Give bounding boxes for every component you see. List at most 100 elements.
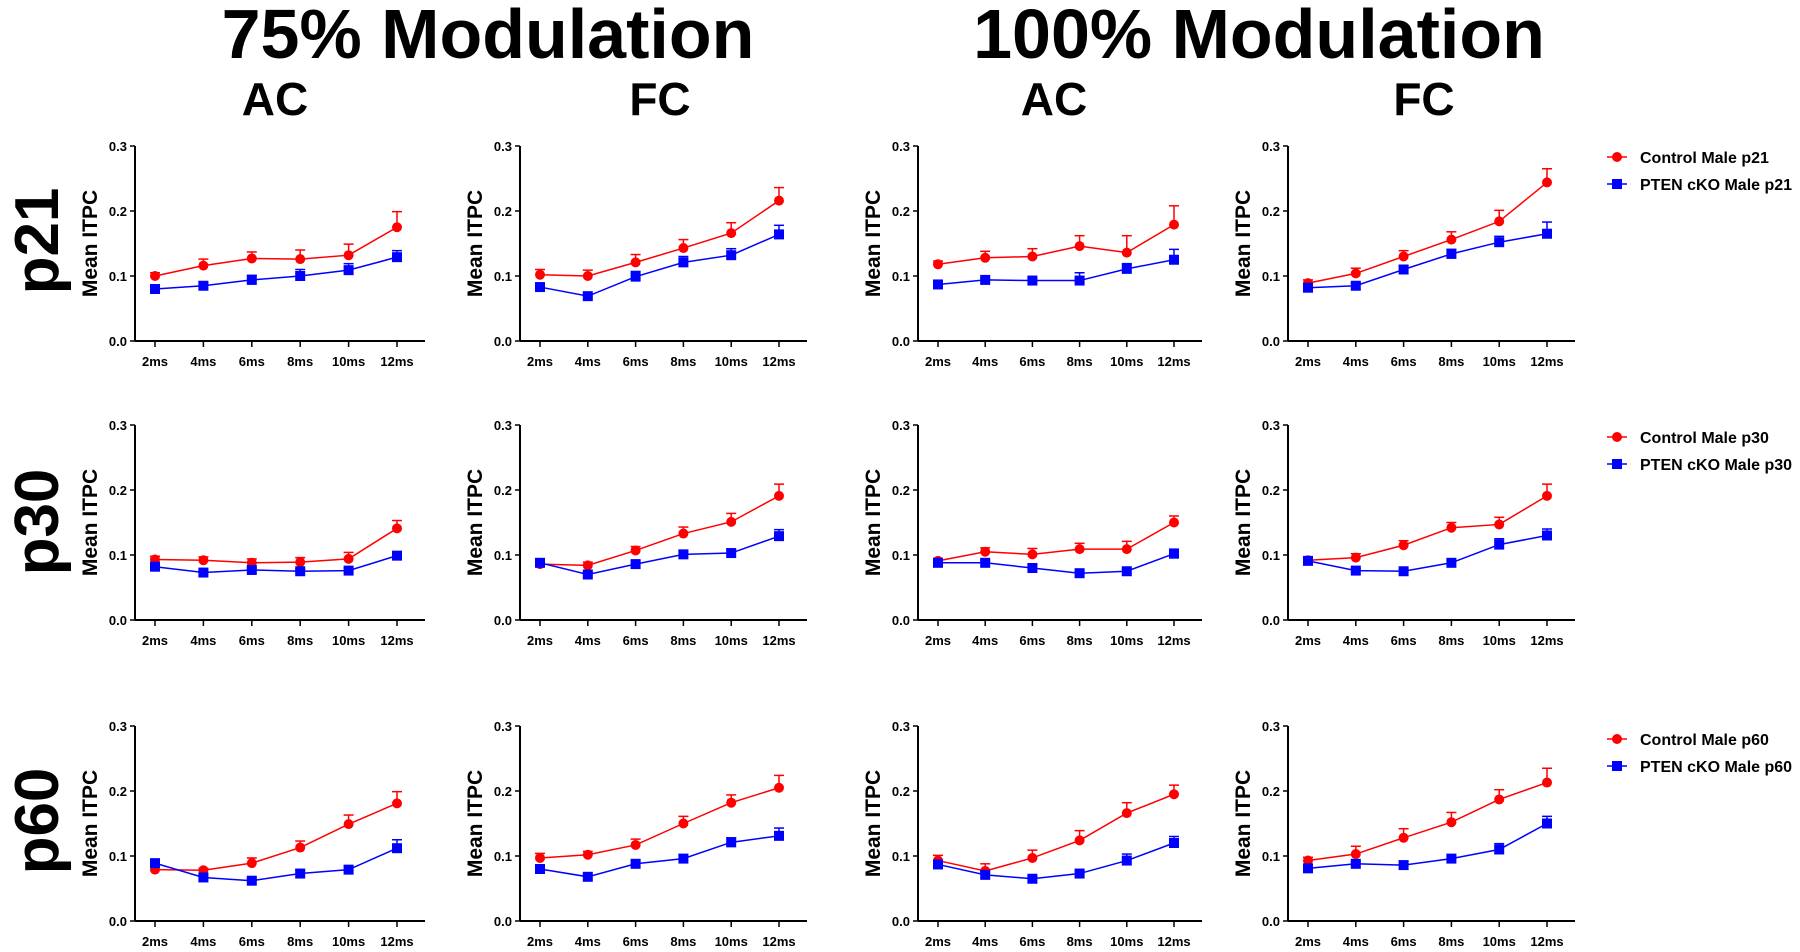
x-tick-label: 6ms bbox=[1391, 934, 1417, 949]
x-tick-label: 12ms bbox=[380, 633, 413, 648]
data-point-pten bbox=[1542, 530, 1552, 541]
series-line-pten bbox=[1307, 534, 1548, 573]
series-control bbox=[535, 483, 784, 571]
data-point-control bbox=[295, 842, 306, 853]
data-point-pten bbox=[150, 858, 160, 869]
data-point-pten bbox=[246, 564, 257, 575]
data-point-control bbox=[150, 271, 160, 281]
data-point-control bbox=[1398, 251, 1409, 262]
data-point-pten bbox=[630, 559, 641, 570]
legend-label: Control Male p30 bbox=[1640, 430, 1769, 447]
data-point-pten bbox=[1121, 566, 1132, 577]
x-tick-label: 8ms bbox=[1438, 354, 1464, 369]
data-point-control bbox=[1542, 490, 1552, 501]
series-pten bbox=[933, 835, 1179, 884]
x-tick-label: 6ms bbox=[239, 934, 265, 949]
series-line-pten bbox=[1307, 233, 1548, 289]
x-tick-label: 4ms bbox=[575, 934, 601, 949]
data-point-control bbox=[774, 195, 784, 206]
data-point-pten bbox=[774, 531, 784, 542]
x-tick-label: 8ms bbox=[670, 354, 696, 369]
data-point-pten bbox=[198, 280, 209, 291]
x-tick-label: 6ms bbox=[1391, 354, 1417, 369]
x-tick-label: 8ms bbox=[670, 934, 696, 949]
x-tick-label: 10ms bbox=[332, 633, 365, 648]
panel-p30-1: 0.0 0.1 0.2 0.3 2ms 4ms 6ms 8ms 10ms 12ms Mean ITP… bbox=[464, 418, 807, 648]
legend-label: Control Male p60 bbox=[1640, 732, 1769, 749]
x-tick-label: 10ms bbox=[1110, 633, 1143, 648]
data-point-pten bbox=[726, 548, 737, 559]
data-point-control bbox=[1027, 852, 1038, 863]
x-tick-label: 2ms bbox=[1295, 934, 1321, 949]
y-tick-label: 0.1 bbox=[494, 548, 512, 563]
x-tick-label: 6ms bbox=[1391, 633, 1417, 648]
series-line-control bbox=[154, 527, 398, 564]
data-point-pten bbox=[1303, 555, 1313, 566]
y-axis-label: Mean ITPC bbox=[862, 190, 885, 297]
y-tick-label: 0.2 bbox=[1262, 204, 1280, 219]
x-tick-label: 6ms bbox=[1019, 354, 1045, 369]
data-point-pten bbox=[1169, 254, 1179, 265]
series-line-control bbox=[539, 199, 780, 277]
y-tick-label: 0.1 bbox=[494, 849, 512, 864]
data-point-control bbox=[343, 553, 354, 564]
series-control bbox=[933, 784, 1179, 876]
data-point-pten bbox=[392, 252, 402, 263]
y-tick-label: 0.2 bbox=[494, 204, 512, 219]
data-point-control bbox=[1169, 517, 1179, 528]
data-point-pten bbox=[295, 271, 306, 281]
group-title-100: 100% Modulation bbox=[973, 0, 1545, 73]
data-point-control bbox=[198, 555, 209, 566]
data-point-pten bbox=[1027, 563, 1038, 573]
data-point-control bbox=[1398, 540, 1409, 551]
data-point-control bbox=[726, 228, 737, 239]
series-line-control bbox=[937, 224, 1175, 266]
data-point-pten bbox=[198, 872, 209, 883]
x-tick-label: 8ms bbox=[670, 633, 696, 648]
x-tick-label: 2ms bbox=[527, 633, 553, 648]
data-point-control bbox=[1350, 268, 1361, 279]
x-tick-label: 4ms bbox=[190, 354, 216, 369]
x-tick-label: 4ms bbox=[972, 934, 998, 949]
panel-p60-1: 0.0 0.1 0.2 0.3 2ms 4ms 6ms 8ms 10ms 12ms Mean ITP… bbox=[464, 719, 807, 949]
legend-label: Control Male p21 bbox=[1640, 150, 1769, 167]
y-tick-label: 0.1 bbox=[494, 269, 512, 284]
y-tick-label: 0.3 bbox=[109, 418, 127, 433]
data-point-control bbox=[726, 516, 737, 527]
data-point-control bbox=[1074, 835, 1085, 846]
y-tick-label: 0.0 bbox=[892, 334, 910, 349]
data-point-pten bbox=[933, 557, 943, 568]
x-tick-label: 4ms bbox=[575, 354, 601, 369]
x-tick-label: 4ms bbox=[190, 633, 216, 648]
legend-marker-square bbox=[1612, 179, 1622, 189]
panel-p21-1: 0.0 0.1 0.2 0.3 2ms 4ms 6ms 8ms 10ms 12ms Mean ITP… bbox=[464, 139, 807, 369]
data-point-pten bbox=[678, 853, 689, 864]
y-tick-label: 0.2 bbox=[1262, 483, 1280, 498]
data-point-pten bbox=[246, 274, 257, 285]
x-tick-label: 2ms bbox=[142, 934, 168, 949]
series-control bbox=[535, 774, 784, 863]
y-axis-label: Mean ITPC bbox=[862, 469, 885, 576]
y-tick-label: 0.2 bbox=[494, 483, 512, 498]
y-tick-label: 0.1 bbox=[1262, 269, 1280, 284]
panel-p21-0: 0.0 0.1 0.2 0.3 2ms 4ms 6ms 8ms 10ms 12ms Mean ITP… bbox=[79, 139, 425, 369]
y-tick-label: 0.1 bbox=[892, 849, 910, 864]
y-tick-label: 0.3 bbox=[892, 139, 910, 154]
y-tick-label: 0.3 bbox=[109, 139, 127, 154]
data-point-control bbox=[980, 546, 991, 557]
data-point-pten bbox=[1398, 264, 1409, 275]
series-pten bbox=[150, 839, 402, 886]
series-line-pten bbox=[938, 552, 1175, 574]
data-point-pten bbox=[678, 257, 689, 268]
column-title-ac-75: AC bbox=[242, 73, 308, 125]
x-tick-label: 12ms bbox=[762, 934, 795, 949]
data-point-pten bbox=[1398, 566, 1409, 577]
series-control bbox=[933, 205, 1179, 270]
data-point-pten bbox=[774, 229, 784, 240]
row-label-p60: p60 bbox=[3, 768, 72, 875]
data-point-pten bbox=[1542, 228, 1552, 239]
series-control bbox=[150, 519, 402, 568]
data-point-pten bbox=[535, 864, 545, 874]
data-point-pten bbox=[392, 843, 402, 854]
